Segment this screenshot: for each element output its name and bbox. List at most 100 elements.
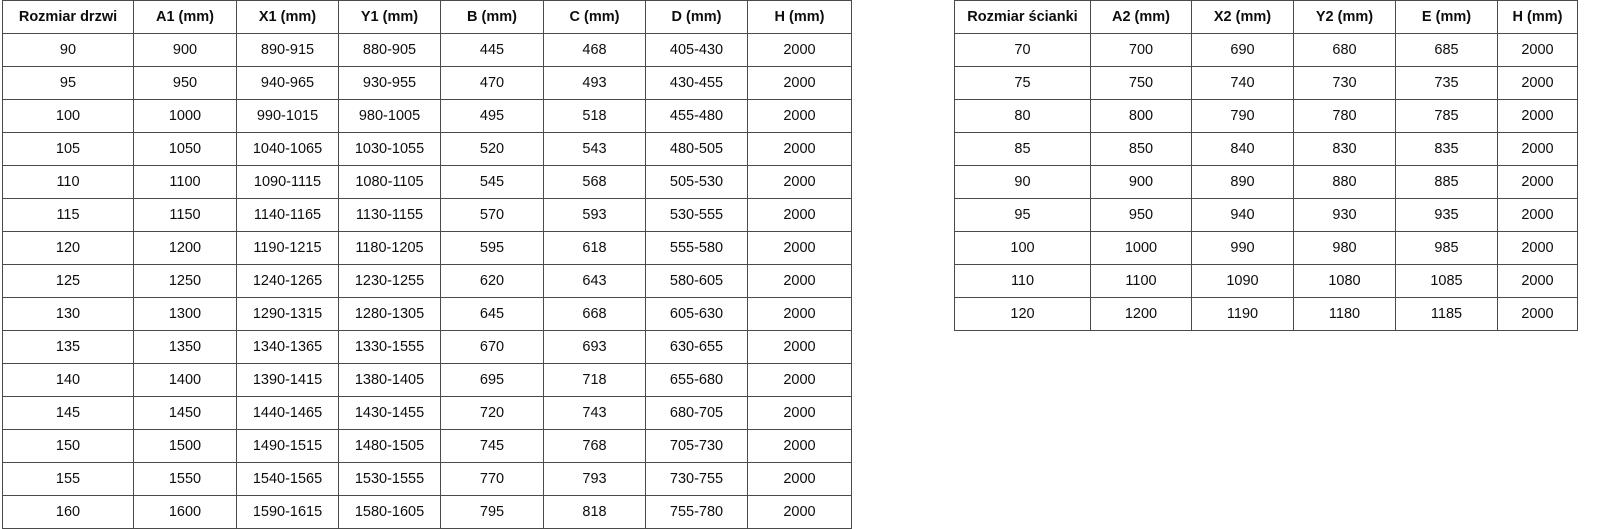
table-header-row: Rozmiar drzwi A1 (mm) X1 (mm) Y1 (mm) B (mm)… bbox=[2, 0, 852, 34]
table-cell: 2000 bbox=[747, 297, 852, 331]
table-cell: 800 bbox=[1090, 99, 1192, 133]
table-cell: 718 bbox=[543, 363, 646, 397]
table-cell: 618 bbox=[543, 231, 646, 265]
table-cell: 740 bbox=[1191, 66, 1294, 100]
table-cell: 543 bbox=[543, 132, 646, 166]
table-row: 130 1300 1290-1315 1280-1305 645 668 605-630 20… bbox=[2, 297, 852, 331]
table-cell: 1000 bbox=[1090, 231, 1192, 265]
table-cell: 1290-1315 bbox=[236, 297, 339, 331]
table-row: 95 950 940-965 930-955 470 493 430-455 2000 bbox=[2, 66, 852, 100]
table-cell: 110 bbox=[954, 264, 1091, 298]
table-cell: 1130-1155 bbox=[338, 198, 441, 232]
table-row: 95 950 940 930 935 2000 bbox=[954, 198, 1578, 232]
table-cell: 1090 bbox=[1191, 264, 1294, 298]
table-cell: 145 bbox=[2, 396, 134, 430]
table-cell: 130 bbox=[2, 297, 134, 331]
table-cell: 950 bbox=[1090, 198, 1192, 232]
table-cell: 770 bbox=[440, 462, 544, 496]
table-cell: 685 bbox=[1395, 33, 1498, 67]
table-cell: 125 bbox=[2, 264, 134, 298]
table-cell: 520 bbox=[440, 132, 544, 166]
table-cell: 430-455 bbox=[645, 66, 748, 100]
table-cell: 2000 bbox=[747, 231, 852, 265]
table-cell: 850 bbox=[1090, 132, 1192, 166]
table-cell: 85 bbox=[954, 132, 1091, 166]
column-header-5: E (mm) bbox=[1395, 0, 1498, 34]
table-cell: 75 bbox=[954, 66, 1091, 100]
table-cell: 1240-1265 bbox=[236, 264, 339, 298]
table-cell: 1190-1215 bbox=[236, 231, 339, 265]
table-cell: 1380-1405 bbox=[338, 363, 441, 397]
table-cell: 1140-1165 bbox=[236, 198, 339, 232]
table-row: 100 1000 990-1015 980-1005 495 518 455-480 2000 bbox=[2, 99, 852, 133]
table-cell: 580-605 bbox=[645, 264, 748, 298]
table-cell: 730 bbox=[1293, 66, 1396, 100]
table-cell: 110 bbox=[2, 165, 134, 199]
table-cell: 2000 bbox=[747, 363, 852, 397]
table-cell: 445 bbox=[440, 33, 544, 67]
table-row: 70 700 690 680 685 2000 bbox=[954, 33, 1578, 67]
table-row: 100 1000 990 980 985 2000 bbox=[954, 231, 1578, 265]
column-header-2: A2 (mm) bbox=[1090, 0, 1192, 34]
table-cell: 790 bbox=[1191, 99, 1294, 133]
column-header-1: Rozmiar drzwi bbox=[2, 0, 134, 34]
table-cell: 980 bbox=[1293, 231, 1396, 265]
table-cell: 105 bbox=[2, 132, 134, 166]
column-header-6: C (mm) bbox=[543, 0, 646, 34]
table-row: 120 1200 1190-1215 1180-1205 595 618 555-580 20… bbox=[2, 231, 852, 265]
table-row: 105 1050 1040-1065 1030-1055 520 543 480-505 20… bbox=[2, 132, 852, 166]
table-cell: 670 bbox=[440, 330, 544, 364]
table-cell: 1580-1605 bbox=[338, 495, 441, 529]
table-cell: 750 bbox=[1090, 66, 1192, 100]
doors-table-header: Rozmiar drzwi A1 (mm) X1 (mm) Y1 (mm) B (mm)… bbox=[2, 0, 852, 34]
table-cell: 900 bbox=[1090, 165, 1192, 199]
table-cell: 530-555 bbox=[645, 198, 748, 232]
table-cell: 690 bbox=[1191, 33, 1294, 67]
table-cell: 735 bbox=[1395, 66, 1498, 100]
wall-table-header: Rozmiar ścianki A2 (mm) X2 (mm) Y2 (mm) E (m… bbox=[954, 0, 1578, 34]
table-cell: 518 bbox=[543, 99, 646, 133]
table-row: 85 850 840 830 835 2000 bbox=[954, 132, 1578, 166]
table-cell: 980-1005 bbox=[338, 99, 441, 133]
table-cell: 1030-1055 bbox=[338, 132, 441, 166]
table-cell: 90 bbox=[954, 165, 1091, 199]
table-cell: 505-530 bbox=[645, 165, 748, 199]
table-cell: 840 bbox=[1191, 132, 1294, 166]
table-cell: 405-430 bbox=[645, 33, 748, 67]
table-cell: 493 bbox=[543, 66, 646, 100]
table-cell: 593 bbox=[543, 198, 646, 232]
table-row: 125 1250 1240-1265 1230-1255 620 643 580-605 20… bbox=[2, 264, 852, 298]
wall-dimensions-table: Rozmiar ścianki A2 (mm) X2 (mm) Y2 (mm) E (m… bbox=[954, 0, 1578, 331]
table-header-row: Rozmiar ścianki A2 (mm) X2 (mm) Y2 (mm) E (m… bbox=[954, 0, 1578, 34]
doors-dimensions-table: Rozmiar drzwi A1 (mm) X1 (mm) Y1 (mm) B (mm)… bbox=[2, 0, 852, 529]
table-cell: 793 bbox=[543, 462, 646, 496]
table-row: 75 750 740 730 735 2000 bbox=[954, 66, 1578, 100]
table-row: 90 900 890-915 880-905 445 468 405-430 2000 bbox=[2, 33, 852, 67]
table-cell: 693 bbox=[543, 330, 646, 364]
table-cell: 2000 bbox=[1497, 33, 1578, 67]
table-cell: 2000 bbox=[747, 396, 852, 430]
table-row: 155 1550 1540-1565 1530-1555 770 793 730-755 20… bbox=[2, 462, 852, 496]
table-cell: 140 bbox=[2, 363, 134, 397]
table-row: 80 800 790 780 785 2000 bbox=[954, 99, 1578, 133]
table-cell: 1490-1515 bbox=[236, 429, 339, 463]
table-cell: 160 bbox=[2, 495, 134, 529]
table-cell: 1530-1555 bbox=[338, 462, 441, 496]
table-cell: 1200 bbox=[1090, 297, 1192, 331]
table-cell: 1100 bbox=[1090, 264, 1192, 298]
table-cell: 890 bbox=[1191, 165, 1294, 199]
table-cell: 1090-1115 bbox=[236, 165, 339, 199]
table-cell: 135 bbox=[2, 330, 134, 364]
table-cell: 930 bbox=[1293, 198, 1396, 232]
table-cell: 620 bbox=[440, 264, 544, 298]
table-cell: 668 bbox=[543, 297, 646, 331]
table-row: 160 1600 1590-1615 1580-1605 795 818 755-780 20… bbox=[2, 495, 852, 529]
column-header-2: A1 (mm) bbox=[133, 0, 237, 34]
table-cell: 80 bbox=[954, 99, 1091, 133]
table-cell: 150 bbox=[2, 429, 134, 463]
table-cell: 570 bbox=[440, 198, 544, 232]
table-cell: 2000 bbox=[1497, 165, 1578, 199]
table-row: 115 1150 1140-1165 1130-1155 570 593 530-555 20… bbox=[2, 198, 852, 232]
table-cell: 818 bbox=[543, 495, 646, 529]
table-cell: 1600 bbox=[133, 495, 237, 529]
